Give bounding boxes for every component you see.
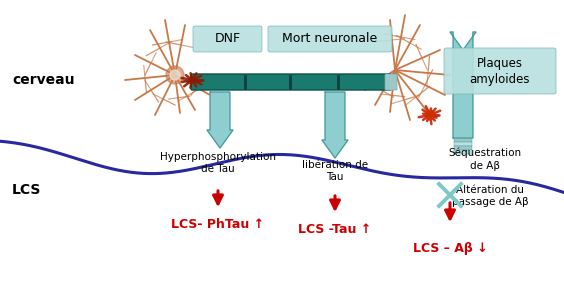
Bar [454,146,472,150]
Text: LCS – Aβ ↓: LCS – Aβ ↓ [413,242,487,255]
Text: Hyperphosphorylation
de Tau: Hyperphosphorylation de Tau [160,152,276,174]
FancyBboxPatch shape [268,26,392,52]
FancyBboxPatch shape [385,74,397,90]
FancyBboxPatch shape [444,48,556,94]
Polygon shape [450,32,476,138]
Bar [454,150,472,154]
Polygon shape [207,92,233,148]
Bar [454,142,472,146]
Text: Plaques
amyloides: Plaques amyloides [470,57,530,86]
Text: Altération du
passage de Aβ: Altération du passage de Aβ [452,185,528,207]
FancyBboxPatch shape [191,74,391,90]
Circle shape [170,70,180,80]
Circle shape [166,66,184,84]
Text: Mort neuronale: Mort neuronale [283,33,378,45]
FancyBboxPatch shape [193,26,262,52]
Polygon shape [322,92,348,158]
Circle shape [425,110,435,120]
Text: DNF: DNF [214,33,241,45]
Bar [454,138,472,142]
Text: LCS -Tau ↑: LCS -Tau ↑ [298,223,372,236]
Text: Séquestration
de Aβ: Séquestration de Aβ [448,148,522,171]
Text: cerveau: cerveau [12,73,74,87]
Text: libération de
Tau: libération de Tau [302,160,368,183]
Text: LCS- PhTau ↑: LCS- PhTau ↑ [171,218,265,231]
Text: LCS: LCS [12,183,41,197]
